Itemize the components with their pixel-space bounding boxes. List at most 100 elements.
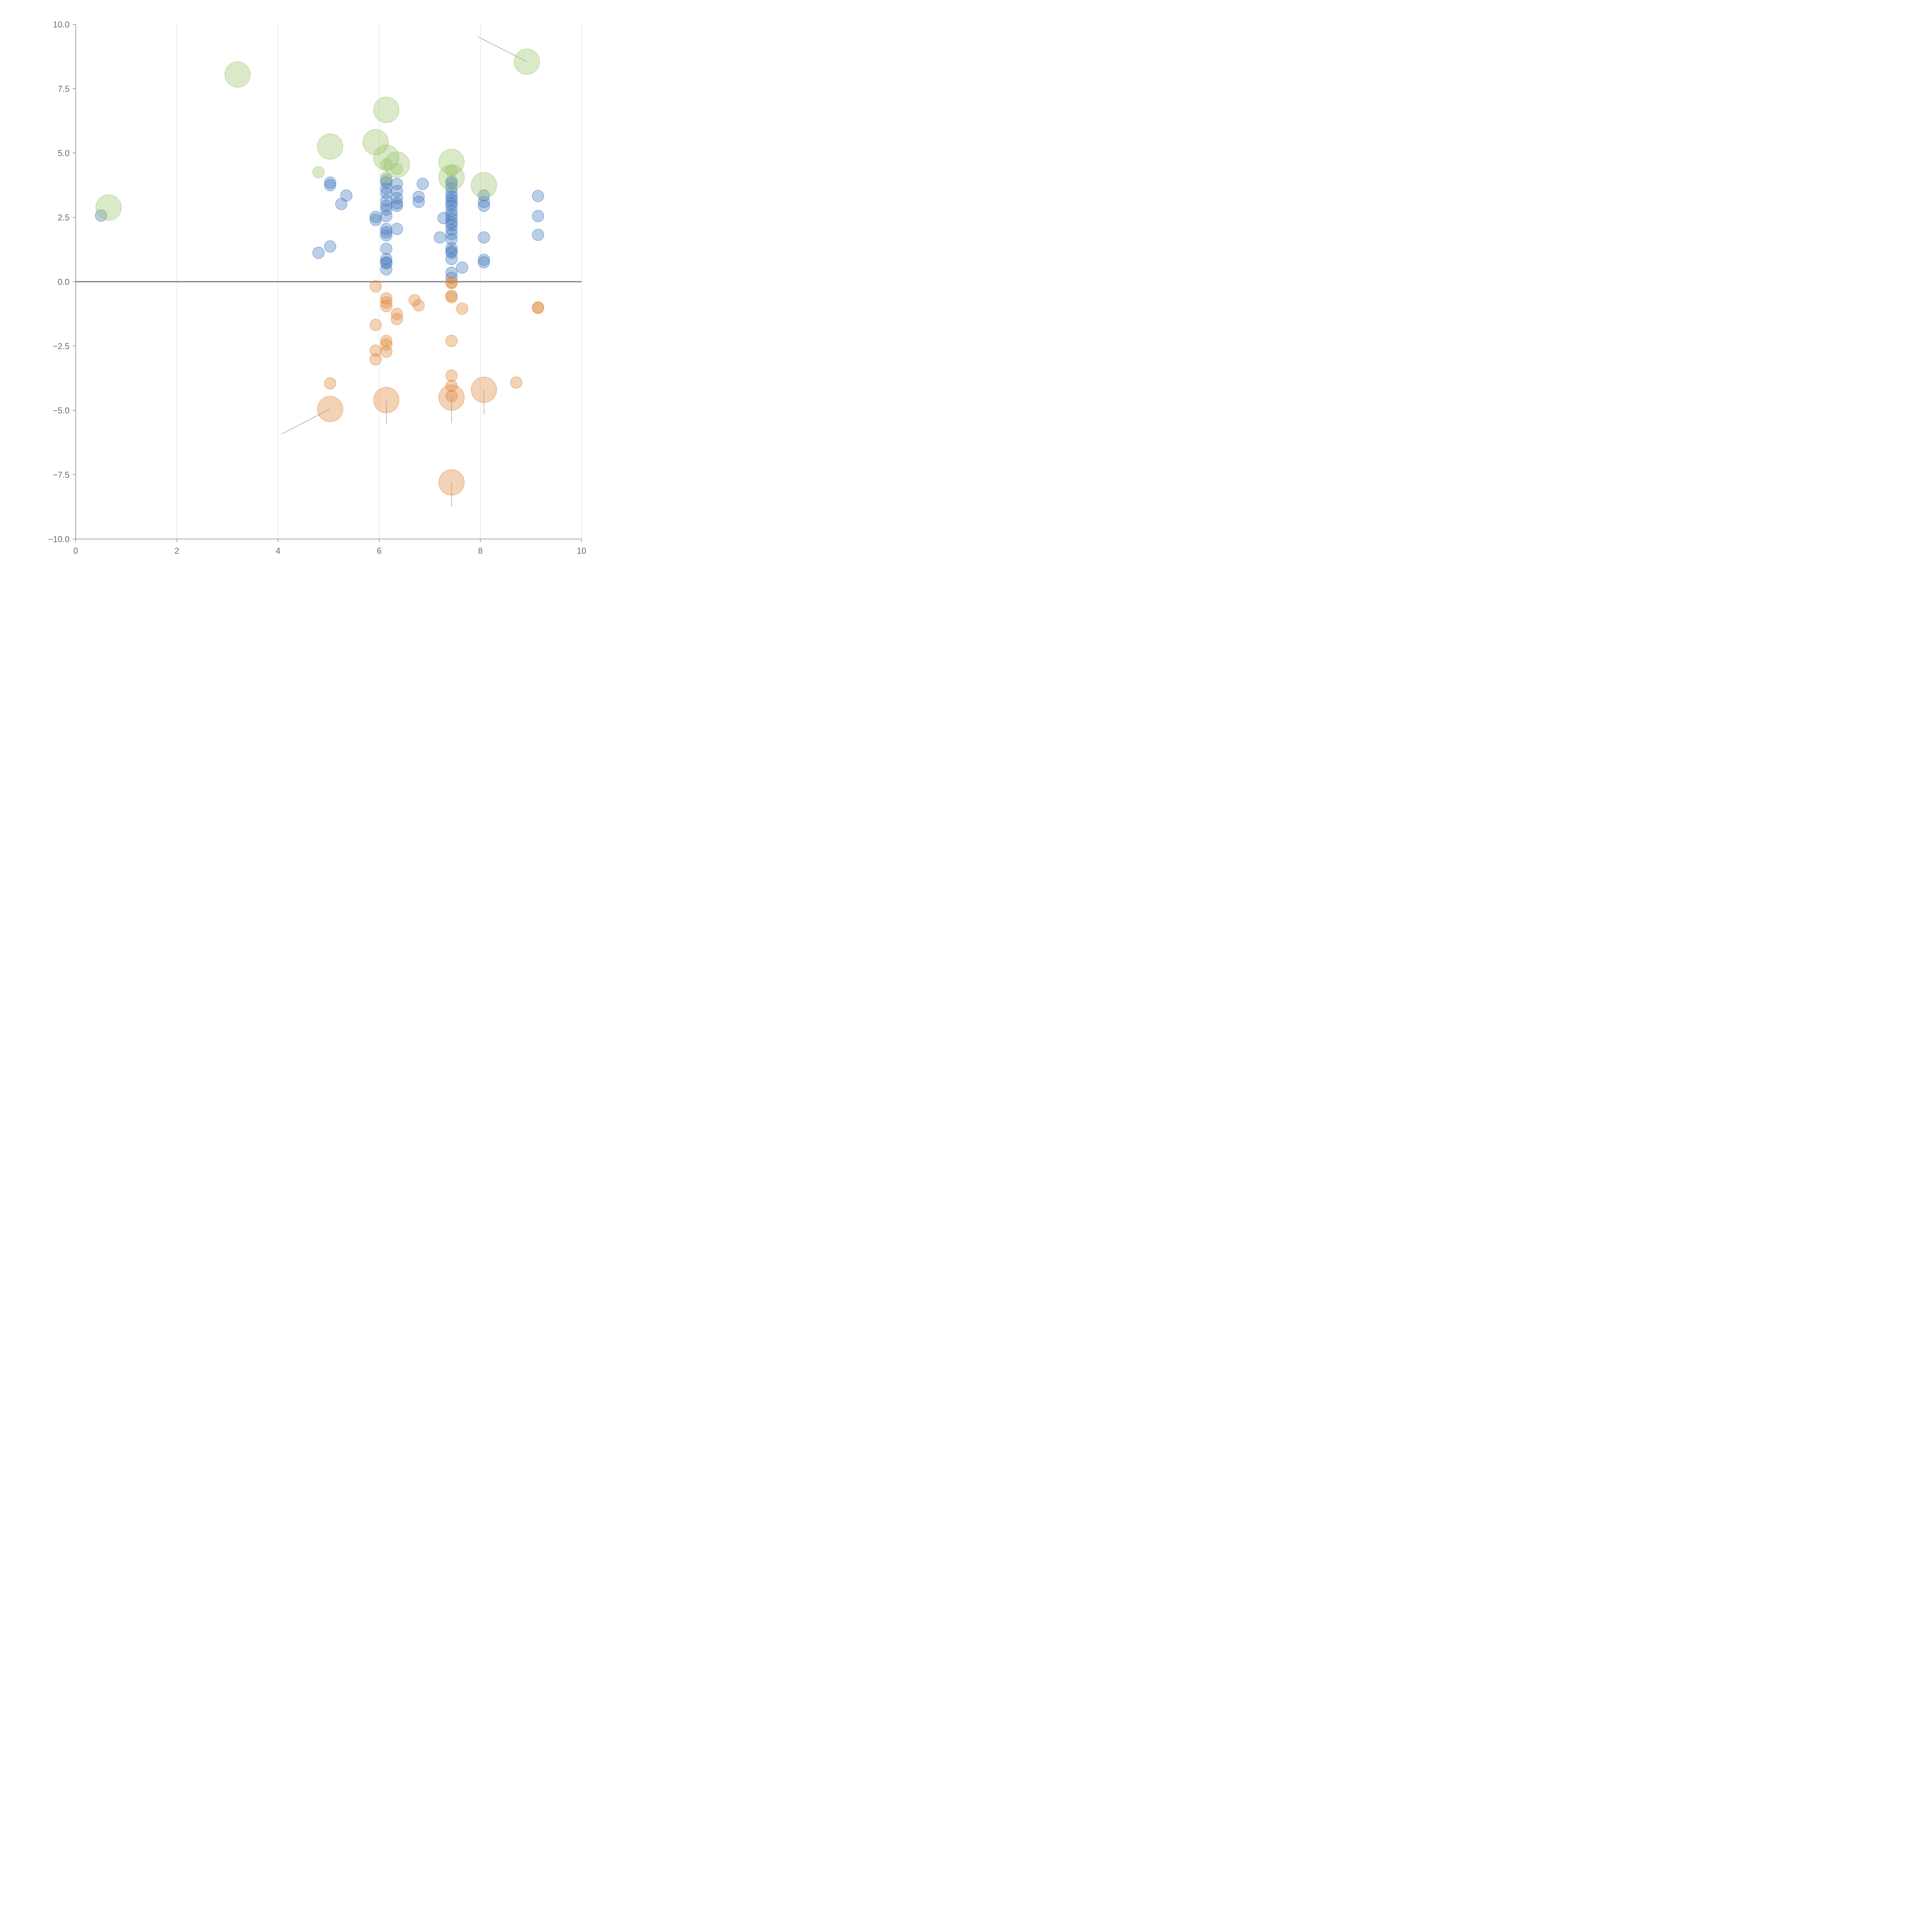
leader-lines: [281, 36, 527, 507]
blue-data-point: [391, 192, 403, 204]
blue-data-point: [434, 231, 446, 244]
y-tick-label: −7.5: [53, 470, 70, 480]
blue-data-point: [445, 190, 458, 203]
blue-data-point: [478, 196, 490, 208]
blue-data-point: [312, 247, 325, 259]
blue-data-point: [380, 256, 393, 269]
blue-data-point: [380, 229, 393, 242]
scatter-chart: 0 2 4 6 8 10 −10.0 −7.5 −5.0 −2.5 0.0 2.5 5.0 7.5 10.0: [48, 20, 586, 556]
orange-data-point: [408, 294, 421, 306]
blue-data-point: [445, 242, 458, 255]
x-tick-label: 8: [478, 546, 483, 556]
blue-data-point: [380, 176, 393, 189]
green-data-point: [380, 158, 393, 171]
blue-data-point: [324, 240, 337, 253]
blue-data-point: [380, 174, 393, 186]
blue-data-point: [391, 197, 403, 209]
leader-line: [478, 36, 527, 62]
y-tick-label: 7.5: [58, 84, 70, 94]
blue-data-point: [478, 231, 490, 244]
x-tick-label: 0: [73, 546, 78, 556]
blue-data-point: [478, 199, 490, 212]
blue-data-point: [445, 194, 458, 206]
blue-data-point: [417, 178, 429, 190]
orange-data-point: [380, 296, 393, 309]
orange-data-point: [369, 344, 382, 357]
orange-data-point: [532, 302, 544, 314]
blue-data-point: [412, 190, 425, 203]
orange-data-point: [317, 396, 344, 422]
blue-data-point: [369, 214, 382, 226]
blue-data-point: [380, 187, 393, 199]
green-data-point: [391, 163, 403, 175]
orange-data-point: [369, 280, 382, 293]
orange-data-point: [391, 308, 403, 320]
green-data-point: [514, 48, 540, 75]
x-tick-label: 10: [577, 546, 586, 556]
green-data-point: [438, 164, 465, 191]
orange-data-point: [380, 345, 393, 358]
blue-data-point: [445, 266, 458, 279]
blue-data-point: [456, 261, 468, 274]
y-tick-label: −5.0: [53, 406, 70, 415]
blue-data-point: [445, 197, 458, 209]
blue-data-point: [445, 233, 458, 245]
green-data-point: [438, 149, 465, 175]
orange-data-point: [369, 319, 382, 331]
blue-data-point: [380, 210, 393, 222]
blue-data-point: [478, 189, 490, 202]
orange-data-point: [380, 335, 393, 347]
blue-data-point: [532, 229, 544, 241]
orange-data-point: [445, 390, 458, 403]
blue-data-point: [380, 263, 393, 276]
orange-data-point: [471, 376, 497, 403]
green-data-point: [384, 151, 410, 178]
blue-data-point: [412, 196, 425, 208]
orange-data-point: [391, 313, 403, 325]
orange-data-point: [380, 338, 393, 351]
blue-data-point: [380, 243, 393, 255]
orange-data-point: [445, 335, 458, 347]
blue-data-point: [445, 182, 458, 194]
blue-data-point: [380, 253, 393, 265]
y-tick-label: −10.0: [48, 534, 70, 544]
blue-data-point: [324, 176, 337, 189]
y-tick-label: 2.5: [58, 213, 70, 223]
orange-data-point: [324, 377, 337, 389]
blue-data-point: [380, 203, 393, 216]
blue-data-point: [532, 210, 544, 222]
blue-data-point: [445, 223, 458, 236]
data-points: [95, 48, 544, 496]
green-data-point: [445, 165, 458, 177]
orange-data-point: [369, 353, 382, 366]
orange-data-point: [373, 387, 400, 413]
orange-data-point: [438, 469, 465, 496]
leader-line: [281, 408, 330, 435]
y-tick-label: 5.0: [58, 148, 70, 158]
y-tick-label: 0.0: [58, 277, 70, 287]
green-data-point: [373, 97, 400, 123]
green-data-point: [317, 133, 344, 160]
x-tick-label: 6: [377, 546, 381, 556]
blue-data-point: [391, 223, 403, 235]
blue-data-point: [445, 245, 458, 258]
blue-data-point: [380, 199, 393, 212]
green-data-point: [95, 194, 122, 221]
green-data-point: [362, 129, 389, 155]
blue-data-point: [380, 223, 393, 235]
blue-data-point: [445, 272, 458, 284]
x-tick-label: 4: [276, 546, 280, 556]
green-data-point: [312, 166, 325, 179]
blue-data-point: [95, 209, 107, 222]
blue-data-point: [478, 253, 490, 266]
orange-data-point: [412, 299, 425, 312]
orange-data-point: [445, 277, 458, 289]
blue-data-point: [445, 175, 458, 188]
green-data-point: [224, 61, 251, 88]
orange-data-point: [510, 376, 522, 389]
orange-data-point: [445, 369, 458, 382]
orange-data-point: [438, 384, 465, 411]
orange-data-point: [445, 291, 458, 303]
axes: [75, 24, 582, 539]
blue-data-point: [445, 219, 458, 231]
